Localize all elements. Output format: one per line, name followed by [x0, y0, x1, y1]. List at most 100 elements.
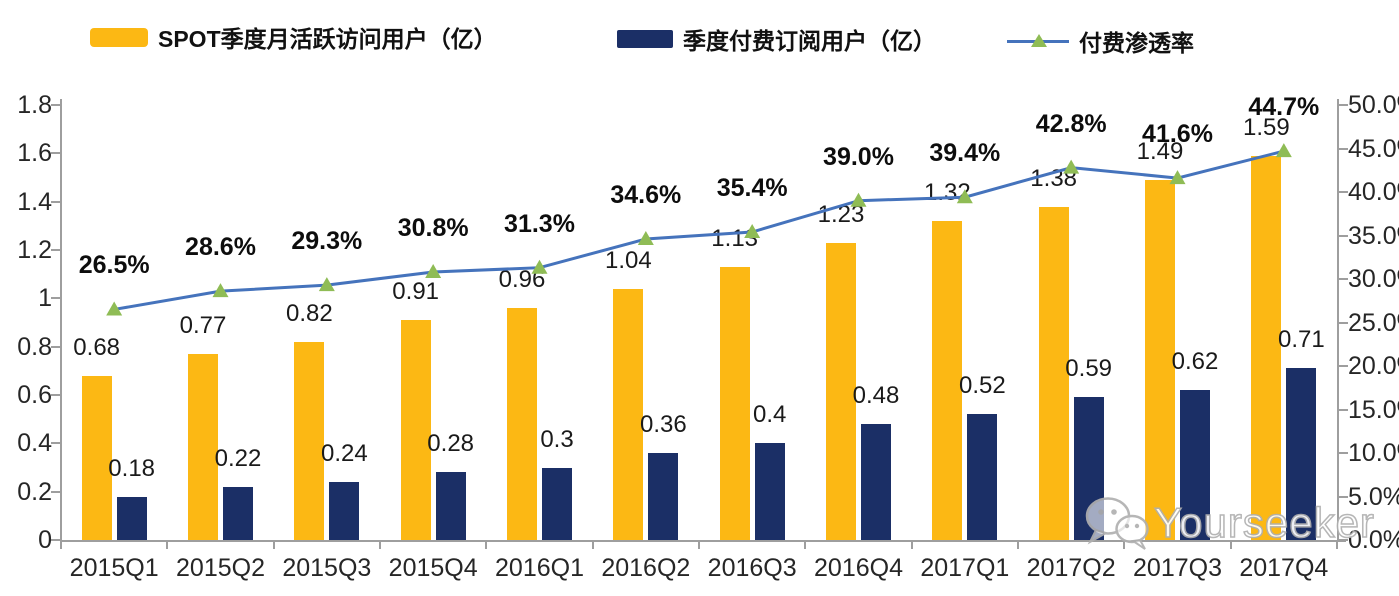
subscribers-value-label: 0.59	[1065, 355, 1113, 383]
penetration-value-label: 41.6%	[1142, 120, 1213, 149]
penetration-value-label: 42.8%	[1035, 109, 1107, 138]
bar-subscribers	[223, 486, 253, 540]
subscribers-value-label: 0.3	[540, 425, 574, 453]
bar-mau	[188, 353, 218, 540]
left-axis-tick	[51, 249, 60, 251]
left-axis-tick	[51, 490, 60, 493]
x-axis-tick	[1336, 542, 1338, 549]
subscribers-value-label: 0.18	[108, 454, 156, 482]
left-axis-tick-label: 1.4	[17, 187, 52, 216]
x-axis-tick	[804, 542, 807, 549]
right-axis-tick-label: 15.0%	[1348, 395, 1399, 424]
x-axis-tick	[379, 542, 381, 549]
mau-value-label: 1.13	[711, 224, 759, 252]
legend-item-mau: SPOT季度月活跃访问用户（亿）	[90, 20, 497, 54]
x-axis-label: 2015Q2	[176, 554, 265, 582]
x-axis-tick	[591, 542, 594, 549]
triangle-marker	[318, 277, 335, 292]
left-axis-tick	[51, 345, 60, 348]
right-axis-tick	[1339, 408, 1348, 411]
triangle-marker	[106, 301, 123, 316]
bottom-axis-line	[60, 540, 1346, 542]
penetration-value-label: 31.3%	[504, 209, 575, 238]
subscribers-value-label: 0.71	[1277, 326, 1325, 354]
right-axis-tick-label: 0.0%	[1348, 526, 1399, 554]
left-axis-tick	[51, 200, 60, 203]
bar-subscribers	[542, 467, 572, 540]
x-axis-label: 2015Q3	[282, 554, 372, 582]
legend-item-penetration: 付费渗透率	[1007, 24, 1194, 58]
x-axis-label: 2017Q4	[1239, 554, 1329, 582]
x-axis-tick	[698, 542, 700, 549]
watermark-text: Yourseeker	[1153, 498, 1375, 547]
penetration-value-label: 39.4%	[929, 139, 1001, 168]
right-axis-tick-label: 35.0%	[1348, 221, 1399, 250]
right-axis-tick-label: 10.0%	[1348, 439, 1399, 467]
x-axis-tick	[272, 542, 275, 549]
penetration-value-label: 26.5%	[78, 251, 150, 280]
x-axis-tick	[60, 542, 62, 549]
left-axis-tick	[51, 104, 60, 106]
right-axis-tick-label: 50.0%	[1348, 91, 1399, 119]
left-axis-tick-label: 1.8	[17, 91, 52, 119]
left-axis-tick-label: 1.2	[17, 236, 52, 264]
subscribers-legend-swatch	[617, 30, 673, 48]
right-axis-tick	[1339, 539, 1348, 541]
right-axis-tick-label: 20.0%	[1348, 352, 1399, 380]
penetration-legend-marker	[1007, 33, 1069, 49]
mau-value-label: 1.38	[1030, 164, 1078, 192]
penetration-legend-label: 付费渗透率	[1079, 30, 1194, 56]
bar-mau	[81, 375, 112, 540]
right-axis-tick	[1339, 191, 1348, 193]
x-axis-tick	[485, 542, 488, 549]
penetration-value-label: 29.3%	[291, 227, 363, 256]
triangle-marker-icon	[1031, 34, 1047, 47]
bar-subscribers	[1180, 390, 1210, 540]
right-axis-tick-label: 25.0%	[1348, 308, 1399, 337]
x-axis-label: 2016Q2	[601, 554, 691, 582]
x-axis-label: 2017Q3	[1133, 554, 1222, 582]
x-axis-label: 2017Q2	[1026, 554, 1116, 582]
x-axis-tick	[166, 542, 169, 549]
penetration-value-label: 44.7%	[1248, 93, 1320, 122]
subscribers-value-label: 0.52	[958, 372, 1006, 400]
subscribers-value-label: 0.28	[427, 430, 475, 458]
x-axis-label: 2016Q4	[814, 554, 903, 582]
mau-value-label: 0.77	[179, 311, 227, 339]
subscribers-value-label: 0.48	[852, 382, 900, 409]
x-axis-tick	[1123, 542, 1126, 549]
bar-subscribers	[435, 472, 466, 540]
right-axis-tick	[1339, 365, 1348, 367]
mau-value-label: 1.59	[1242, 113, 1290, 141]
right-axis-tick	[1339, 234, 1348, 237]
mau-value-label: 1.04	[604, 246, 652, 274]
legend-item-subscribers: 季度付费订阅用户（亿）	[617, 22, 936, 56]
left-axis-tick-label: 0.4	[17, 429, 52, 458]
penetration-value-label: 30.8%	[397, 214, 469, 243]
left-axis-tick-label: 0.6	[17, 381, 52, 409]
mau-value-label: 0.96	[498, 266, 546, 293]
left-axis-tick	[51, 297, 60, 300]
triangle-marker	[212, 283, 229, 298]
right-axis-tick	[1339, 321, 1348, 324]
x-axis-tick	[1229, 542, 1232, 549]
watermark: Yourseeker	[1082, 492, 1375, 554]
wechat-icon	[1085, 497, 1149, 550]
bar-subscribers	[754, 443, 785, 540]
right-axis-tick-label: 30.0%	[1348, 265, 1399, 293]
bar-mau	[719, 266, 750, 540]
bar-subscribers	[861, 424, 891, 540]
mau-value-label: 0.91	[392, 278, 440, 306]
x-axis-label: 2016Q3	[707, 554, 797, 582]
left-axis-tick-label: 1.6	[17, 139, 52, 168]
x-axis-tick	[1017, 542, 1019, 549]
penetration-value-label: 39.0%	[823, 142, 894, 171]
bar-mau	[507, 308, 537, 540]
bar-mau	[400, 320, 431, 540]
bar-mau	[294, 341, 325, 540]
penetration-value-label: 28.6%	[185, 233, 256, 262]
left-axis-tick-label: 0.8	[17, 332, 52, 361]
x-axis-label: 2017Q1	[920, 554, 1010, 582]
bar-subscribers	[648, 453, 679, 540]
mau-value-label: 1.32	[923, 179, 971, 206]
